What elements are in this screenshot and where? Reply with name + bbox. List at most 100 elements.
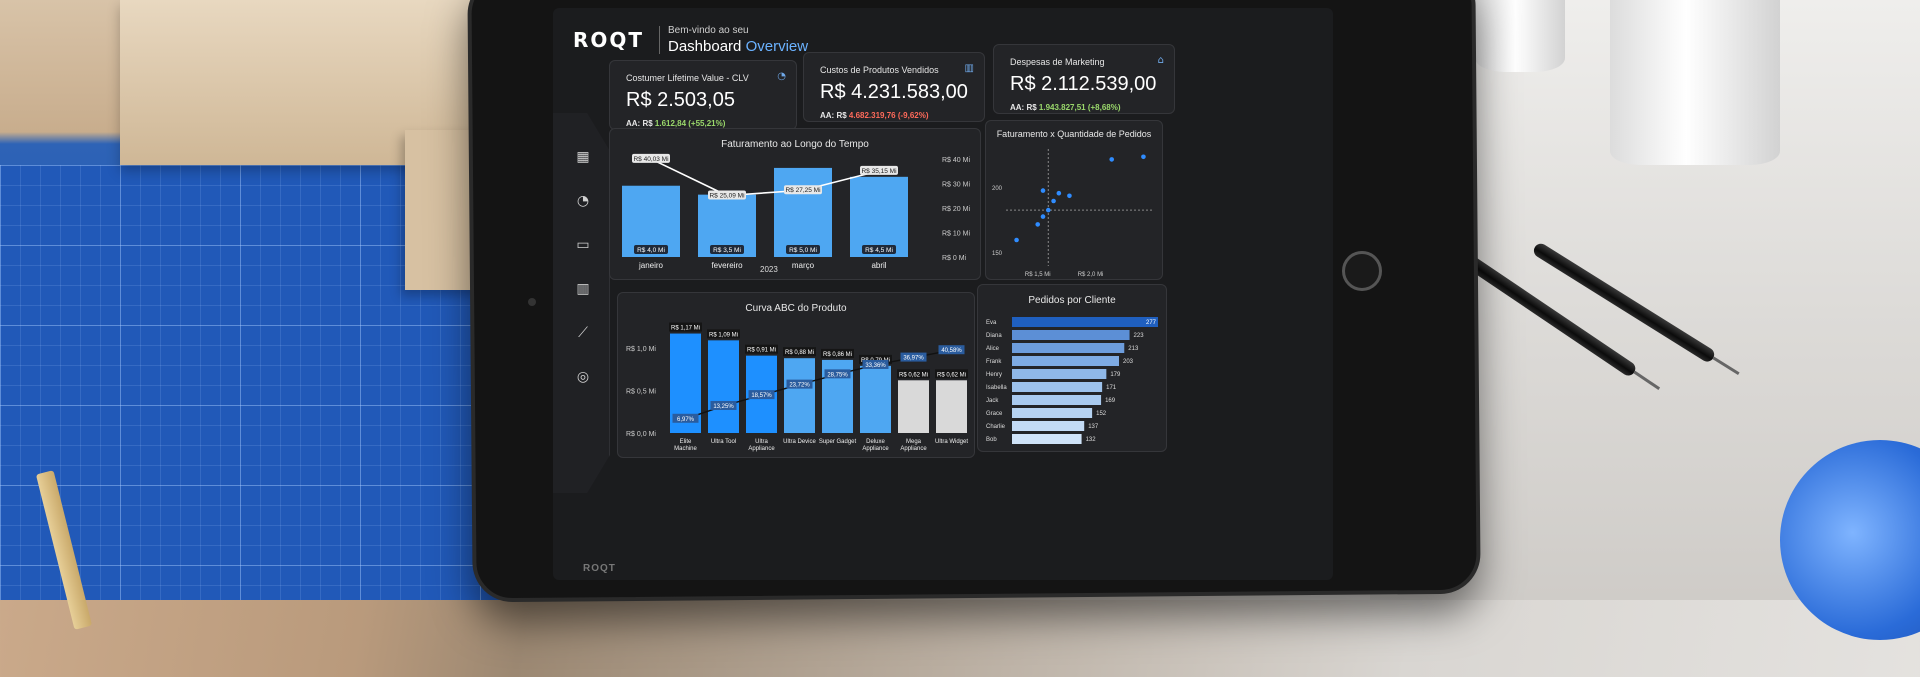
kpi-value: R$ 4.231.583,00 [820, 81, 968, 103]
client-label: Bob [986, 437, 997, 443]
y-axis-tick-label: R$ 10 Mi [942, 231, 970, 238]
data-label-bg [783, 347, 816, 357]
cumulative-label-bg [824, 369, 851, 379]
bar-value-label: R$ 4,0 Mi [637, 247, 665, 254]
cumulative-label: 28,75% [827, 372, 848, 378]
data-label-bg [859, 354, 892, 364]
scatter-point [1035, 222, 1041, 227]
chart-title: Faturamento ao Longo do Tempo [721, 139, 869, 150]
x-axis-tick-label: Appliance [862, 446, 889, 452]
cumulative-label: 18,57% [751, 393, 772, 399]
bag-icon: ⌂ [1157, 55, 1164, 66]
kpi-comparison: AA: R$ 4.682.319,76 (-9,62%) [820, 111, 929, 120]
cumulative-label-bg [710, 400, 737, 410]
x-axis-tick-label: janeiro [638, 261, 664, 270]
monitor-chart-icon[interactable]: ▭ [576, 237, 590, 253]
y-axis-tick-label: 200 [992, 186, 1003, 192]
line-label-bg [784, 185, 822, 195]
x-axis-tick-label: Appliance [748, 446, 775, 452]
client-bar [1012, 408, 1093, 418]
data-label-bg [862, 245, 896, 254]
x-axis-tick-label: Super Gadget [819, 439, 857, 445]
chart-title: Pedidos por Cliente [1028, 295, 1116, 306]
welcome-text: Bem-vindo ao seu [668, 25, 749, 36]
client-bar [1012, 395, 1102, 405]
scatter-point [1051, 198, 1056, 204]
x-axis-tick-label: R$ 1,5 Mi [1025, 272, 1051, 278]
page-title-main: Dashboard [668, 38, 742, 55]
line-chart-icon[interactable]: ⟋ [578, 325, 588, 341]
client-label: Diana [986, 333, 1002, 339]
scatter-point [1045, 207, 1051, 213]
pie-chart-icon: ◔ [777, 71, 786, 82]
client-value-label: 171 [1106, 385, 1117, 391]
y-axis-tick-label: R$ 0 Mi [942, 255, 967, 262]
grid-icon[interactable]: ▦ [576, 149, 590, 165]
bar-value-label: R$ 4,5 Mi [865, 247, 893, 254]
cumulative-label: 40,58% [941, 348, 962, 354]
x-axis-tick-label: abril [871, 261, 886, 270]
scatter-point [1040, 188, 1046, 193]
data-label-bg [745, 344, 778, 354]
header-divider [659, 26, 660, 54]
bar-chart-icon: ▥ [964, 63, 974, 74]
sidebar: ▦ ◔ ▭ ▥ ⟋ ◎ [553, 113, 610, 493]
revenue-trend-line [650, 158, 880, 197]
client-label: Frank [986, 359, 1002, 365]
bar-value-label: R$ 0,91 Mi [747, 348, 776, 354]
line-label-bg [860, 165, 898, 175]
cumulative-label: 6,97% [677, 417, 695, 423]
target-icon[interactable]: ◎ [576, 369, 590, 385]
x-axis-tick-label: Ultra Tool [711, 439, 736, 445]
scatter-point [1067, 193, 1072, 199]
page-title: Dashboard Overview [668, 38, 808, 55]
scatter-point [1056, 190, 1062, 196]
y-axis-tick-label: R$ 20 Mi [942, 206, 970, 213]
client-label: Jack [986, 398, 999, 404]
page-title-accent: Overview [745, 38, 809, 55]
kpi-value: R$ 2.503,05 [626, 89, 735, 111]
cumulative-label: 36,97% [903, 356, 924, 362]
tablet-camera [528, 298, 536, 306]
data-label-bg [634, 245, 668, 254]
data-label-bg [897, 369, 930, 379]
chart-title: Faturamento x Quantidade de Pedidos [996, 129, 1152, 139]
kpi-value: R$ 2.112.539,00 [1010, 73, 1157, 95]
client-bar [1012, 421, 1085, 431]
cumulative-label-bg [900, 352, 927, 362]
bar-value-label: R$ 0,62 Mi [937, 372, 966, 378]
revenue-bar [850, 176, 908, 257]
bar-value-label: R$ 3,5 Mi [713, 247, 741, 254]
tablet-home-button[interactable] [1342, 251, 1382, 291]
pie-chart-icon[interactable]: ◔ [576, 193, 590, 209]
line-label-bg [632, 153, 670, 163]
bar-chart-icon[interactable]: ▥ [576, 281, 590, 297]
x-axis-tick-label: Deluxe [866, 439, 885, 445]
cumulative-label-bg [862, 359, 889, 369]
client-bar [1012, 369, 1107, 379]
cumulative-label-bg [938, 345, 965, 355]
kpi-card-cogs[interactable]: Custos de Produtos Vendidos R$ 4.231.583… [803, 52, 985, 122]
bar-value-label: R$ 0,88 Mi [785, 350, 814, 356]
kpi-card-clv[interactable]: Costumer Lifetime Value - CLV R$ 2.503,0… [609, 60, 797, 130]
client-label: Charlie [986, 424, 1006, 430]
data-label-bg [707, 329, 740, 339]
kpi-card-marketing[interactable]: Despesas de Marketing R$ 2.112.539,00 AA… [993, 44, 1175, 114]
x-axis-tick-label: Elite [680, 439, 692, 445]
y-axis-tick-label: R$ 1,0 Mi [626, 346, 656, 353]
scatter-panel: Faturamento x Quantidade de Pedidos 200 1… [985, 120, 1163, 280]
orders-chart: Eva 277 Diana 223 Alice 213 Frank 203 Henry 179 Is… [986, 317, 1158, 444]
client-bar [1012, 317, 1158, 327]
bar-value-label: R$ 5,0 Mi [789, 247, 817, 254]
x-axis-title: 2023 [760, 265, 778, 274]
scatter-point [1014, 237, 1019, 243]
client-label: Grace [986, 411, 1003, 417]
revenue-chart: R$ 40 Mi R$ 30 Mi R$ 20 Mi R$ 10 Mi R$ 0 Mi R… [622, 153, 970, 270]
abc-bar [708, 340, 739, 433]
bar-value-label: R$ 1,17 Mi [671, 326, 700, 332]
kpi-label: Custos de Produtos Vendidos [820, 65, 939, 75]
data-label-bg [786, 245, 820, 254]
white-cylinder [1610, 0, 1780, 165]
line-value-label: R$ 25,09 Mi [709, 193, 744, 200]
white-cylinder [1475, 0, 1565, 72]
